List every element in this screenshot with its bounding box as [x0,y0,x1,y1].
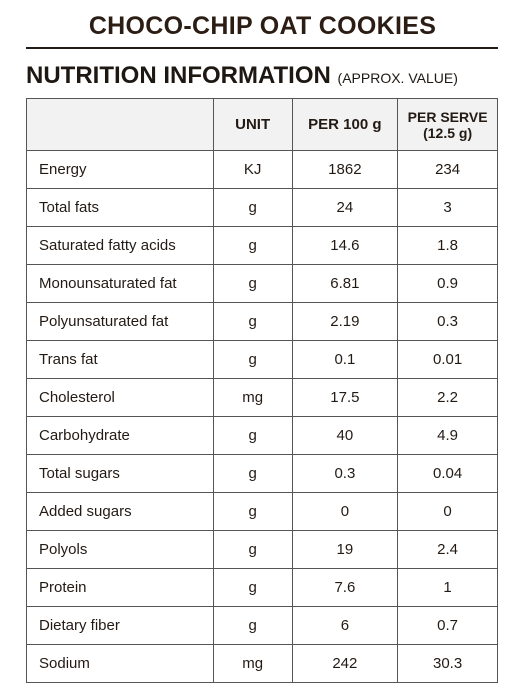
nutrient-name: Polyols [26,530,214,569]
section-note: (APPROX. VALUE) [337,70,458,86]
nutrient-value: 3 [397,188,498,227]
table-row: Polyols g 19 2.4 [26,530,498,569]
table-body: Energy KJ 1862 234 Total fats g 24 3 Saturated f… [26,150,498,683]
nutrient-value: 0.3 [291,454,399,493]
nutrient-value: 0 [397,492,498,531]
nutrient-value: g [212,530,293,569]
nutrient-name: Total fats [26,188,214,227]
nutrient-value: g [212,264,293,303]
nutrient-value: g [212,492,293,531]
nutrient-value: 2.2 [397,378,498,417]
table-row: Added sugars g 0 0 [26,492,498,531]
nutrient-value: 1 [397,568,498,607]
nutrient-value: g [212,416,293,455]
table-row: Monounsaturated fat g 6.81 0.9 [26,264,498,303]
table-row: Trans fat g 0.1 0.01 [26,340,498,379]
nutrient-value: 14.6 [291,226,399,265]
section-title: NUTRITION INFORMATION [26,62,331,89]
header-cell: PER SERVE (12.5 g) [397,98,498,151]
nutrient-value: 1862 [291,150,399,189]
table-row: Energy KJ 1862 234 [26,150,498,189]
table-row: Total fats g 24 3 [26,188,498,227]
table-row: Cholesterol mg 17.5 2.2 [26,378,498,417]
nutrient-value: 0.7 [397,606,498,645]
nutrient-value: 0.1 [291,340,399,379]
nutrient-name: Dietary fiber [26,606,214,645]
header-cell [26,98,214,151]
nutrient-value: 30.3 [397,644,498,683]
table-row: Polyunsaturated fat g 2.19 0.3 [26,302,498,341]
nutrient-value: 6 [291,606,399,645]
nutrient-value: 4.9 [397,416,498,455]
nutrient-value: g [212,226,293,265]
product-title: CHOCO-CHIP OAT COOKIES [88,12,437,40]
nutrient-value: 242 [291,644,399,683]
table-row: Carbohydrate g 40 4.9 [26,416,498,455]
nutrient-name: Added sugars [26,492,214,531]
nutrient-value: g [212,302,293,341]
nutrient-value: 234 [397,150,498,189]
nutrient-name: Polyunsaturated fat [26,302,214,341]
nutrient-name: Trans fat [26,340,214,379]
nutrient-value: 0.01 [397,340,498,379]
nutrient-value: 2.19 [291,302,399,341]
nutrient-value: mg [212,378,293,417]
nutrient-name: Energy [26,150,214,189]
nutrient-value: 19 [291,530,399,569]
nutrient-name: Monounsaturated fat [26,264,214,303]
nutrient-value: 0.9 [397,264,498,303]
nutrient-value: g [212,568,293,607]
nutrient-value: 7.6 [291,568,399,607]
nutrient-value: 24 [291,188,399,227]
header-text: (12.5 g) [423,124,473,141]
nutrient-value: 0.3 [397,302,498,341]
title-rule [26,47,498,49]
nutrient-name: Carbohydrate [26,416,214,455]
nutrient-value: 0 [291,492,399,531]
nutrient-name: Sodium [26,644,214,683]
nutrient-name: Cholesterol [26,378,214,417]
nutrient-value: KJ [212,150,293,189]
nutrient-value: 6.81 [291,264,399,303]
table-row: Protein g 7.6 1 [26,568,498,607]
header-cell: UNIT [212,98,293,151]
table-row: Dietary fiber g 6 0.7 [26,606,498,645]
nutrient-name: Total sugars [26,454,214,493]
table-row: Total sugars g 0.3 0.04 [26,454,498,493]
nutrient-value: g [212,454,293,493]
header-cell: PER 100 g [291,98,399,151]
nutrition-table: UNIT PER 100 g PER SERVE (12.5 g) Energy K… [26,98,498,683]
nutrient-value: 1.8 [397,226,498,265]
nutrient-value: 0.04 [397,454,498,493]
table-row: Saturated fatty acids g 14.6 1.8 [26,226,498,265]
nutrient-name: Saturated fatty acids [26,226,214,265]
nutrient-value: 40 [291,416,399,455]
header-text: PER SERVE [407,108,488,125]
nutrient-value: 17.5 [291,378,399,417]
nutrient-value: g [212,188,293,227]
nutrient-value: 2.4 [397,530,498,569]
nutrient-value: g [212,340,293,379]
nutrient-value: mg [212,644,293,683]
nutrient-value: g [212,606,293,645]
table-row: Sodium mg 242 30.3 [26,644,498,683]
header-row: UNIT PER 100 g PER SERVE (12.5 g) [26,98,498,151]
nutrient-name: Protein [26,568,214,607]
section-heading: NUTRITION INFORMATION (APPROX. VALUE) [26,62,458,90]
